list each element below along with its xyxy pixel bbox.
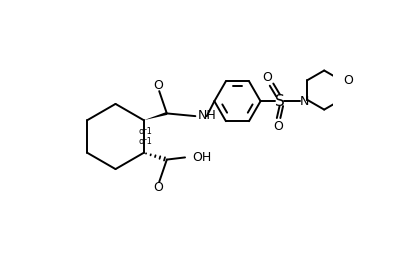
Text: O: O: [262, 71, 272, 84]
Text: or1: or1: [138, 127, 152, 136]
Text: NH: NH: [197, 109, 216, 122]
Text: O: O: [153, 181, 163, 194]
Text: O: O: [273, 120, 283, 133]
Text: or1: or1: [138, 137, 152, 146]
Text: S: S: [275, 94, 284, 109]
Text: OH: OH: [193, 151, 212, 164]
Text: O: O: [153, 79, 163, 92]
Text: N: N: [299, 95, 309, 108]
Polygon shape: [144, 112, 167, 120]
Text: O: O: [343, 74, 353, 87]
